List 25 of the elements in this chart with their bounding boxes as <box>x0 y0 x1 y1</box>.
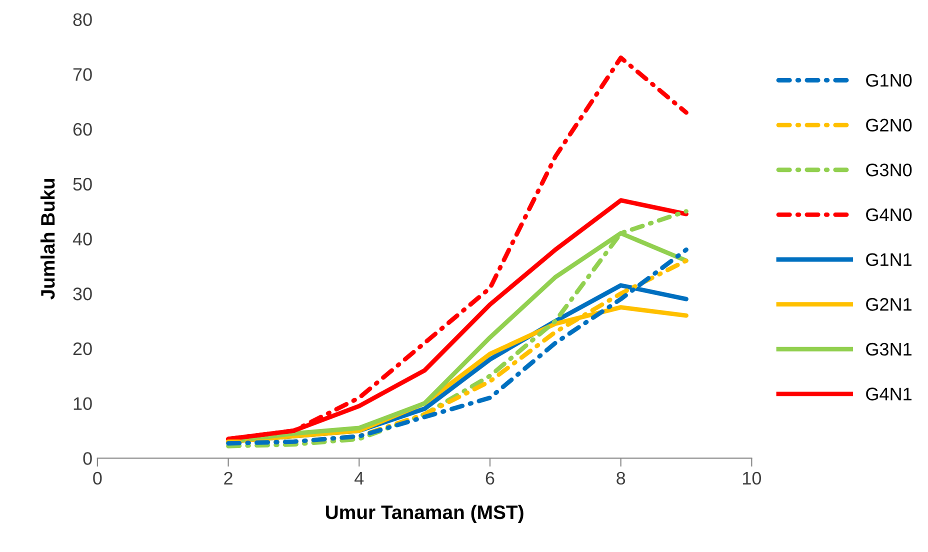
x-tick-label: 0 <box>93 472 102 485</box>
legend-label: G1N1 <box>866 253 912 266</box>
y-tick-label: 20 <box>73 342 92 356</box>
y-tick-label: 70 <box>73 68 92 81</box>
x-tick-label: 10 <box>743 472 762 485</box>
legend-label: G2N0 <box>866 118 912 132</box>
legend-label: G3N1 <box>866 342 912 356</box>
x-tick-label: 2 <box>224 472 232 484</box>
y-tick-label: 80 <box>73 13 92 26</box>
y-tick-label: 30 <box>73 288 92 300</box>
legend-label: G4N1 <box>866 388 912 400</box>
legend-label: G3N0 <box>866 164 912 176</box>
x-axis-title: Umur Tanaman (MST) <box>326 504 524 523</box>
y-tick-label: 50 <box>73 178 92 191</box>
y-tick-label: 40 <box>72 232 92 246</box>
y-axis-title: Jumlah Buku <box>40 178 55 300</box>
legend-label: G1N0 <box>866 74 912 87</box>
x-tick-label: 6 <box>486 472 494 485</box>
x-tick-label: 4 <box>354 472 364 484</box>
y-tick-label: 0 <box>83 452 92 465</box>
y-tick-label: 10 <box>74 397 92 410</box>
y-tick-label: 60 <box>73 122 92 136</box>
legend-label: G2N1 <box>866 298 912 311</box>
legend-label: G4N0 <box>866 208 912 222</box>
x-tick-label: 8 <box>616 472 626 485</box>
